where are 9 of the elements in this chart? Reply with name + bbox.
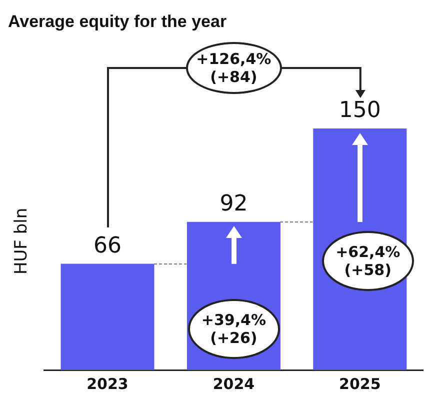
x-tick-label: 2024	[212, 374, 255, 393]
y-axis-title: HUF bln	[12, 208, 32, 275]
data-label: 92	[220, 192, 248, 217]
oval-outline: +126,4% (+84)	[186, 42, 282, 94]
data-label: 150	[338, 98, 381, 124]
x-tick-label: 2023	[86, 374, 128, 393]
x-tick-label: 2025	[339, 374, 381, 393]
data-label: 66	[94, 233, 122, 258]
chart-title: Average equity for the year	[8, 12, 227, 31]
